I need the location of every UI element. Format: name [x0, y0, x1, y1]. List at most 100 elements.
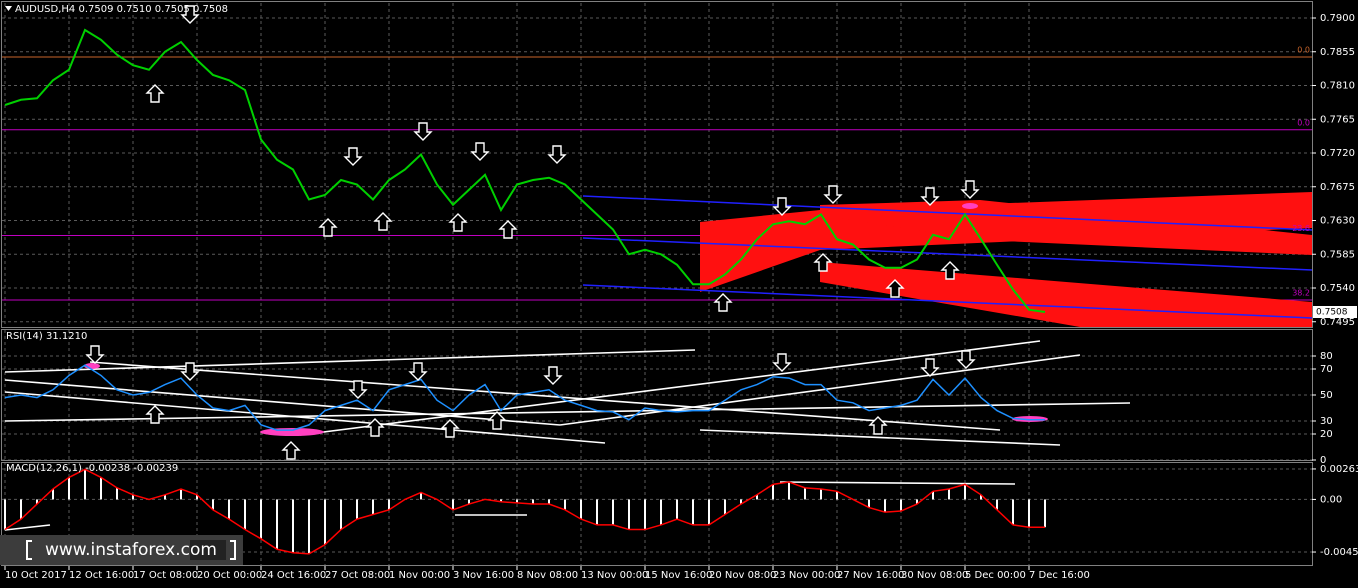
panel-title: AUDUSD,H4 0.7509 0.7510 0.7505 0.7508 — [15, 4, 228, 15]
histogram-bar — [628, 499, 630, 530]
histogram-bar — [836, 491, 838, 500]
histogram-bar — [996, 499, 998, 510]
level-label: 0.0 — [1297, 46, 1310, 55]
trend-line — [582, 284, 1313, 319]
histogram-bar — [1044, 499, 1046, 528]
y-tick-label: -0.00454 — [1320, 547, 1358, 558]
watermark: www.instaforex.com — [0, 535, 243, 565]
x-tick-label: 17 Oct 08:00 — [133, 570, 198, 581]
trend-line — [779, 481, 1016, 485]
x-tick-label: 1 Nov 00:00 — [389, 570, 450, 581]
watermark-text: www.instaforex.com — [45, 540, 217, 560]
histogram-bar — [420, 492, 422, 500]
trend-line — [299, 340, 1041, 436]
histogram-bar — [564, 499, 566, 510]
y-tick-label: 0.7675 — [1320, 182, 1355, 193]
y-tick-label: 0.7495 — [1320, 317, 1355, 328]
histogram-bar — [84, 469, 86, 500]
y-tick-label: 0.7765 — [1320, 114, 1355, 125]
histogram-bar — [980, 494, 982, 500]
histogram-bar — [804, 487, 806, 500]
plots — [4, 28, 1046, 555]
histogram-bar — [452, 499, 454, 510]
histogram-bar — [68, 477, 70, 500]
y-tick-label: 70 — [1320, 364, 1333, 375]
x-tick-label: 3 Nov 16:00 — [453, 570, 514, 581]
histogram-bar — [532, 499, 534, 505]
histogram-bar — [244, 499, 246, 530]
x-tick-label: 12 Oct 16:00 — [69, 570, 134, 581]
x-tick-label: 8 Nov 08:00 — [517, 570, 578, 581]
trend-line — [4, 524, 51, 531]
trend-line — [4, 391, 606, 444]
trend-line — [4, 349, 696, 373]
channel-fill — [820, 200, 1312, 255]
histogram-bar — [948, 488, 950, 500]
histogram-bar — [1012, 499, 1014, 525]
y-tick-label: 0 — [1320, 455, 1326, 466]
panel-title: RSI(14) 31.1210 — [6, 331, 87, 342]
histogram-bar — [884, 499, 886, 513]
histogram-bar — [468, 499, 470, 505]
histogram-bar — [356, 499, 358, 520]
x-tick-label: 5 Dec 00:00 — [965, 570, 1026, 581]
annotations — [4, 192, 1313, 531]
y-tick-label: 20 — [1320, 429, 1333, 440]
x-tick-label: 27 Oct 08:00 — [325, 570, 390, 581]
y-tick-label: 50 — [1320, 390, 1333, 401]
current-price: 0.7508 — [1316, 308, 1348, 318]
histogram-bar — [164, 494, 166, 500]
histogram-bar — [36, 499, 38, 505]
highlight — [260, 428, 324, 436]
x-tick-label: 20 Oct 00:00 — [197, 570, 262, 581]
histogram-bar — [740, 499, 742, 505]
histogram-bar — [228, 499, 230, 520]
y-tick-label: 0.00 — [1320, 494, 1342, 505]
histogram-bar — [660, 499, 662, 525]
histogram-bar — [500, 499, 502, 502]
histogram-bar — [708, 499, 710, 525]
histogram-bar — [916, 499, 918, 505]
histogram-bar — [932, 491, 934, 500]
y-tick-label: 0.00263 — [1320, 464, 1358, 475]
frames — [1, 1, 1313, 566]
trend-line — [559, 354, 1081, 426]
y-tick-label: 0.7540 — [1320, 283, 1355, 294]
histogram-bar — [692, 499, 694, 525]
x-tick-label: 30 Nov 08:00 — [901, 570, 968, 581]
y-tick-label: 0.7585 — [1320, 249, 1355, 260]
histogram-bar — [772, 484, 774, 500]
trend-line — [699, 429, 1061, 446]
histogram-bar — [820, 488, 822, 500]
histogram-bar — [196, 494, 198, 500]
trend-line — [582, 195, 1313, 231]
histogram-bar — [548, 499, 550, 505]
histogram-bar — [276, 499, 278, 550]
series-line — [4, 468, 1045, 555]
histogram-bar — [180, 488, 182, 500]
price-box — [1313, 306, 1357, 318]
series-line — [4, 28, 1046, 313]
y-tick-label: 0.7900 — [1320, 13, 1355, 24]
histogram-bar — [372, 499, 374, 515]
histogram-bar — [52, 488, 54, 500]
histogram-bar — [4, 499, 6, 530]
histogram-bar — [596, 499, 598, 525]
histogram-bar — [212, 499, 214, 510]
histogram-bar — [516, 499, 518, 503]
level-label: 23.6 — [1292, 224, 1310, 233]
histogram-bar — [724, 499, 726, 515]
histogram-bar — [132, 494, 134, 500]
x-tick-label: 27 Nov 16:00 — [837, 570, 904, 581]
histogram-bar — [324, 499, 326, 545]
channel-fill — [820, 262, 1312, 327]
x-tick-label: 7 Dec 16:00 — [1029, 570, 1090, 581]
y-tick-label: 0.7810 — [1320, 81, 1355, 92]
x-tick-label: 13 Nov 00:00 — [581, 570, 648, 581]
menu-icon[interactable] — [5, 6, 12, 11]
y-tick-label: 0.7855 — [1320, 47, 1355, 58]
histogram-bar — [964, 484, 966, 500]
histogram-bar — [292, 499, 294, 553]
